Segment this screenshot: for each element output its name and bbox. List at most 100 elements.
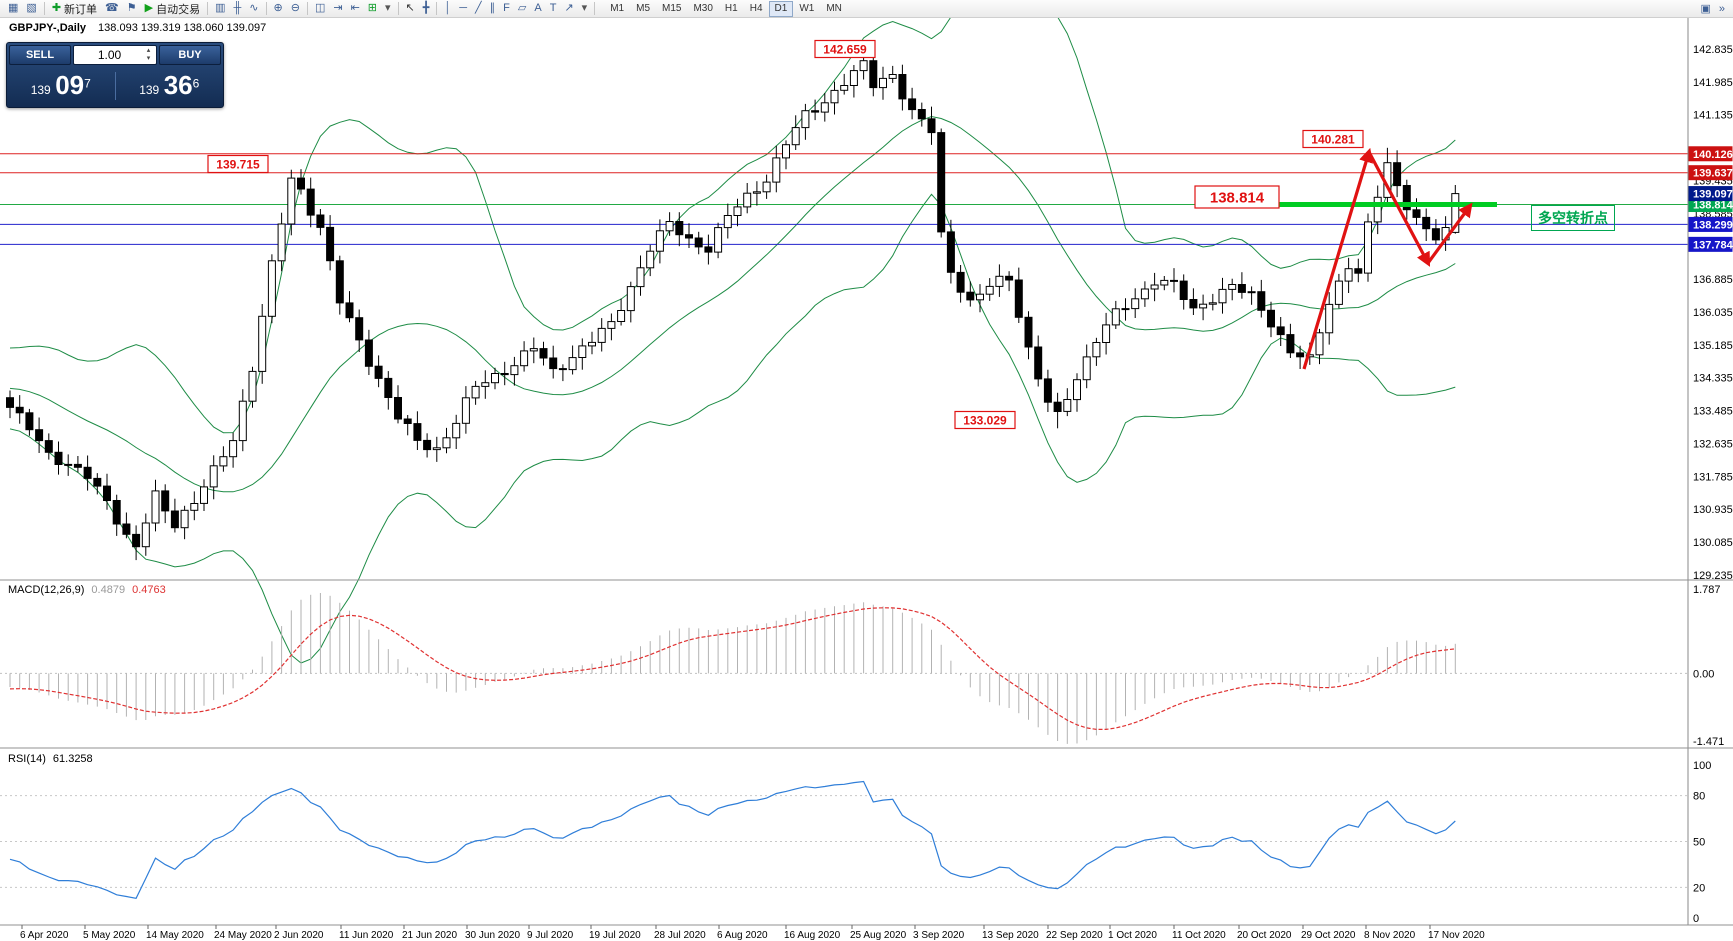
- vertical-line-icon[interactable]: │: [440, 1, 455, 17]
- profiles-icon[interactable]: ▧: [22, 1, 40, 17]
- new-order-button[interactable]: ✚ 新订单: [48, 1, 101, 17]
- date-label: 20 Oct 2020: [1237, 930, 1292, 941]
- price-axis-label: 131.785: [1693, 471, 1733, 483]
- timeframe-d1-button[interactable]: D1: [768, 0, 794, 17]
- horizontal-line-icon: ─: [459, 2, 468, 14]
- trade-panel-prices: 139 097 139 366: [7, 67, 223, 104]
- price-tag-text: 139.097: [1693, 189, 1733, 201]
- date-label: 8 Nov 2020: [1364, 930, 1416, 941]
- horizontal-line-icon[interactable]: ─: [455, 1, 471, 17]
- alerts-icon[interactable]: ⚑: [123, 1, 141, 17]
- trendline-icon[interactable]: ╱: [471, 1, 486, 17]
- timeframe-h4-button[interactable]: H4: [744, 1, 769, 17]
- rsi-scale-label: 100: [1693, 760, 1711, 772]
- toolbar-separator: [594, 2, 596, 15]
- line-chart-icon[interactable]: ∿: [245, 1, 262, 17]
- macd-scale-max: 1.787: [1693, 584, 1721, 596]
- macd-main-value: 0.4879: [91, 584, 126, 596]
- rsi-name: RSI(14): [8, 753, 46, 765]
- buy-price-main: 139: [139, 83, 160, 97]
- price-callout[interactable]: [207, 154, 269, 174]
- new-order-button-label: 新订单: [64, 3, 98, 16]
- fibonacci-icon[interactable]: F: [499, 1, 514, 17]
- macd-name: MACD(12,26,9): [8, 584, 85, 596]
- cursor-icon[interactable]: ↖: [402, 1, 419, 17]
- tools-dropdown-icon: ▾: [581, 2, 588, 14]
- price-callout[interactable]: [1194, 185, 1280, 209]
- shapes-icon[interactable]: ▱: [514, 1, 530, 17]
- price-callout-text: 140.281: [1311, 132, 1355, 146]
- tile-windows-icon[interactable]: ◫: [311, 1, 329, 17]
- price-callout[interactable]: [814, 39, 876, 59]
- timeframe-m1-button[interactable]: M1: [604, 1, 630, 17]
- price-callout[interactable]: [954, 410, 1016, 430]
- timeframe-w1-button[interactable]: W1: [793, 1, 820, 17]
- support-icon[interactable]: ☎: [101, 1, 123, 17]
- new-chart-icon[interactable]: ▦: [4, 1, 22, 17]
- trend-arrow[interactable]: [1367, 151, 1431, 267]
- timeframe-m5-button[interactable]: M5: [630, 1, 656, 17]
- price-axis-label: 136.035: [1693, 307, 1733, 319]
- toolbar-separator: [306, 2, 308, 15]
- autotrading-button[interactable]: ▶ 自动交易: [141, 1, 204, 17]
- timeframe-m15-button[interactable]: M15: [656, 1, 687, 17]
- chart-shift-icon[interactable]: ⇤: [347, 1, 364, 17]
- date-label: 16 Aug 2020: [784, 930, 841, 941]
- indicators-icon[interactable]: ⊞: [364, 1, 381, 17]
- price-tag-text: 139.637: [1693, 168, 1733, 180]
- toolbar-overflow-icon: »: [1718, 2, 1725, 15]
- text-icon[interactable]: A: [530, 1, 545, 17]
- chart-symbol-title: GBPJPY-,Daily 138.093 139.319 138.060 139…: [9, 22, 266, 34]
- toolbar-right: ▣»: [1696, 1, 1729, 17]
- tools-dropdown-icon[interactable]: ▾: [578, 1, 592, 17]
- turning-point-note[interactable]: 多空转折点: [1531, 205, 1615, 231]
- price-callout-text: 138.814: [1210, 189, 1265, 206]
- price-callout[interactable]: [1302, 129, 1364, 149]
- volume-increment-button[interactable]: ▴: [146, 47, 151, 54]
- volume-field[interactable]: 1.00 ▴ ▾: [73, 45, 157, 65]
- auto-scroll-icon[interactable]: ⇥: [329, 1, 346, 17]
- trend-arrow[interactable]: [1426, 202, 1473, 264]
- line-chart-icon: ∿: [249, 2, 259, 14]
- volume-spinner: ▴ ▾: [143, 47, 154, 63]
- price-tag: [1688, 165, 1733, 181]
- buy-price-sup: 6: [192, 76, 200, 91]
- buy-button[interactable]: BUY: [159, 45, 221, 65]
- macd-scale-mid: 0.00: [1693, 668, 1714, 680]
- price-axis[interactable]: 142.835141.985141.135139.435138.585136.8…: [1688, 44, 1733, 582]
- date-label: 11 Oct 2020: [1172, 930, 1226, 941]
- bar-chart-icon[interactable]: ▥: [211, 1, 229, 17]
- rsi-value: 61.3258: [52, 753, 93, 765]
- trade-panel-divider: [114, 71, 116, 100]
- rsi-scale-label: 0: [1693, 913, 1699, 925]
- fibonacci-icon: F: [503, 2, 510, 14]
- zoom-in-icon[interactable]: ⊕: [270, 1, 287, 17]
- sell-button[interactable]: SELL: [9, 45, 71, 65]
- timeframe-h1-button[interactable]: H1: [719, 1, 744, 17]
- time-axis[interactable]: 6 Apr 2020 5 May 2020 14 May 2020 24 May 20…: [20, 925, 1485, 941]
- toolbar-overflow-icon[interactable]: »: [1715, 1, 1729, 17]
- price-tag-text: 140.126: [1693, 149, 1733, 161]
- toolbars-icon[interactable]: ▣: [1696, 1, 1714, 17]
- toolbar-separator: [436, 2, 438, 15]
- label-icon[interactable]: T: [546, 1, 561, 17]
- crosshair-icon[interactable]: ╋: [419, 1, 434, 17]
- channel-icon[interactable]: ∥: [486, 1, 500, 17]
- timeframe-mn-button[interactable]: MN: [820, 1, 848, 17]
- timeframe-m30-button[interactable]: M30: [687, 1, 718, 17]
- buy-price[interactable]: 139 366: [116, 70, 224, 101]
- trend-arrow[interactable]: [1302, 147, 1374, 370]
- vertical-line-icon: │: [444, 2, 452, 14]
- one-click-trade-panel: SELL 1.00 ▴ ▾ BUY 139 097 139 366: [6, 42, 224, 108]
- indicators-dropdown-icon[interactable]: ▾: [381, 1, 395, 17]
- volume-decrement-button[interactable]: ▾: [146, 55, 151, 62]
- toolbar-separator: [265, 2, 267, 15]
- zoom-out-icon[interactable]: ⊖: [287, 1, 304, 17]
- sell-price[interactable]: 139 097: [7, 70, 115, 101]
- date-label: 9 Jul 2020: [527, 930, 574, 941]
- candlestick-chart-icon[interactable]: ╫: [229, 1, 245, 17]
- arrows-tool-icon[interactable]: ↗: [560, 1, 577, 17]
- price-callout-text: 139.715: [216, 157, 260, 171]
- price-axis-label: 136.885: [1693, 274, 1733, 286]
